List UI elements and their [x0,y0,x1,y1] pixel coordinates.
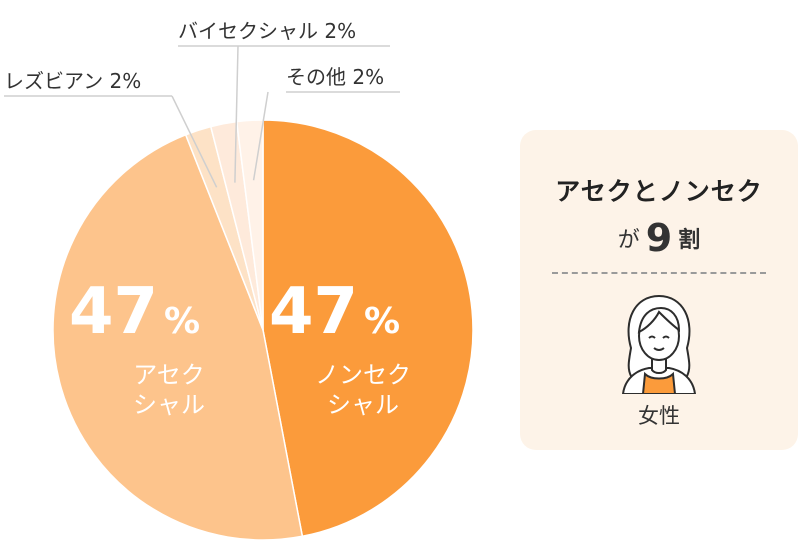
woman-avatar-icon [621,294,697,394]
callout-bisexual: バイセクシャル 2% [178,19,356,43]
inside-label-line1-nonsexual: ノンセク [315,361,411,389]
pie-chart: 47 % ノンセク シャル 47 % アセク シャル レズビアン 2% バイセク… [4,19,474,540]
inside-label-value-nonsexual: 47 [269,275,358,349]
inside-label-unit-nonsexual: % [364,301,400,342]
inside-label-unit-asexual: % [164,301,200,342]
callout-other: その他 2% [286,65,384,89]
card-sub-ga: が [617,228,640,253]
inside-label-line1-asexual: アセク [133,361,205,389]
card-title: アセクとノンセク [555,177,763,206]
gender-label: 女性 [638,404,680,428]
inside-label-value-asexual: 47 [69,275,158,349]
pie-slice [262,119,474,538]
callout-lesbian: レズビアン 2% [4,69,141,93]
card-sub-number: 9 [645,216,673,260]
card-sub-wari: 割 [678,228,701,253]
callout-leader-line [171,95,218,188]
callout-leader-line [252,91,269,181]
callout-leader-line [234,45,239,183]
inside-label-line2-asexual: シャル [133,391,205,419]
card-divider [552,272,766,274]
pie-slice [52,133,304,540]
inside-label-line2-nonsexual: シャル [327,391,399,419]
